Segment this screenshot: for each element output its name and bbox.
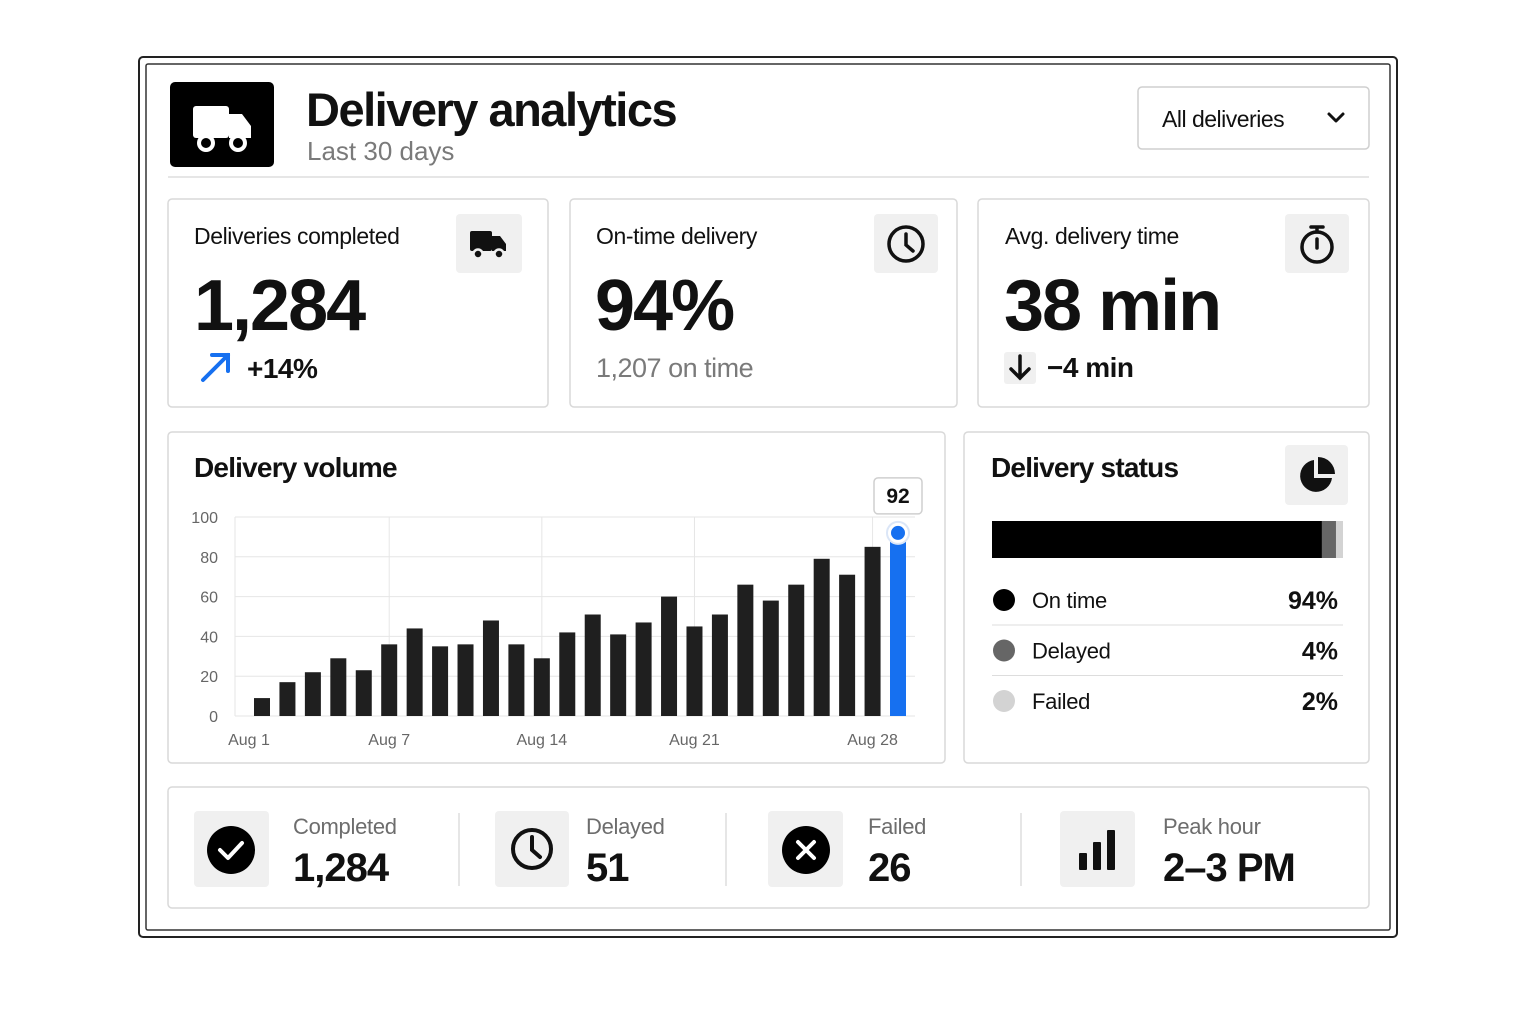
x-mark: [796, 840, 816, 860]
kpi-change: −4 min: [1047, 352, 1133, 383]
y-tick-label: 40: [200, 629, 218, 646]
legend-value: 94%: [1288, 587, 1338, 615]
bar: [406, 628, 423, 716]
kpi-change: +14%: [247, 353, 318, 384]
stat-label: Delayed: [586, 814, 665, 839]
bar: [330, 658, 347, 716]
bar: [508, 644, 525, 716]
clock-icon: [511, 828, 553, 870]
legend-label: Delayed: [1032, 639, 1111, 664]
stat-value: 1,284: [293, 846, 390, 890]
logo-truck: [193, 106, 251, 152]
bar: [839, 574, 856, 716]
status-segment: [992, 521, 1322, 558]
bar: [533, 658, 550, 716]
bar: [762, 600, 779, 716]
highlight-dot: [891, 525, 905, 540]
chart-title: Delivery volume: [194, 452, 397, 483]
bar: [355, 670, 372, 716]
bar: [610, 634, 627, 716]
stat-label: Failed: [868, 814, 926, 839]
bar: [711, 614, 728, 716]
bar: [279, 682, 296, 716]
footer-stats: Completed 1,284 Delayed 51 Failed 26 Peak hour…: [293, 814, 1296, 890]
legend-label: On time: [1032, 588, 1107, 613]
bar: [254, 698, 270, 716]
kpi-label: On-time delivery: [596, 223, 758, 249]
x-tick-label: Aug 28: [847, 732, 898, 749]
bar: [635, 622, 652, 716]
x-tick-label: Aug 7: [368, 732, 410, 749]
pie-icon: [1300, 457, 1335, 492]
kpi-card: [167, 198, 549, 408]
legend-value: 4%: [1302, 638, 1338, 666]
bar: [686, 626, 703, 716]
check-mark: [218, 841, 244, 860]
bar: [457, 644, 474, 716]
y-tick-label: 80: [200, 550, 218, 567]
x-tick-label: Aug 14: [516, 732, 567, 749]
y-tick-label: 60: [200, 590, 218, 607]
legend-dot: [993, 589, 1015, 611]
bar: [559, 632, 576, 716]
bar: [432, 646, 449, 716]
bar: [890, 532, 906, 716]
truck-icon: [470, 231, 506, 260]
stat-value: 2–3 PM: [1163, 846, 1295, 890]
bar: [813, 558, 830, 716]
bars-icon: [1079, 830, 1115, 870]
kpi-note: 1,207 on time: [596, 353, 753, 383]
bar: [584, 614, 601, 716]
kpi-label: Avg. delivery time: [1005, 223, 1179, 249]
legend-dot: [993, 639, 1015, 662]
bar: [788, 584, 805, 716]
y-tick-label: 100: [191, 510, 218, 527]
bar: [864, 546, 881, 716]
stat-value: 51: [586, 846, 629, 890]
clock-icon: [887, 225, 925, 263]
chart-title: Delivery status: [991, 452, 1178, 483]
y-tick-label: 20: [200, 669, 218, 686]
title: Delivery analytics: [306, 83, 676, 136]
down-arrow: [1009, 354, 1031, 381]
subtitle: Last 30 days: [307, 136, 454, 166]
status-chart: On time 94% Delayed 4% Failed 2%: [992, 521, 1343, 716]
check-icon: [207, 826, 255, 874]
kpi-value: 38 min: [1004, 266, 1220, 346]
kpi-card: [977, 198, 1370, 408]
bar: [482, 620, 499, 716]
x-tick-label: Aug 1: [228, 732, 270, 749]
bar: [737, 584, 754, 716]
filter-label[interactable]: All deliveries: [1162, 106, 1285, 132]
stopwatch-icon: [1300, 225, 1334, 264]
volume-chart: 0 20 40 60 80 100 Aug 1 Aug 7 Aug 14 Aug 21 Aug 28…: [191, 477, 923, 749]
kpi-card: [569, 198, 958, 408]
kpi-value: 1,284: [194, 266, 366, 346]
chevron[interactable]: [1327, 112, 1345, 123]
y-tick-label: 0: [209, 709, 218, 726]
data-label: 92: [886, 485, 909, 508]
tooltip: [873, 477, 923, 515]
up-arrow: [201, 353, 230, 382]
stat-label: Peak hour: [1163, 814, 1261, 839]
kpi-label: Deliveries completed: [194, 223, 399, 249]
stat-value: 26: [868, 846, 911, 890]
status-segment: [1321, 521, 1336, 558]
stat-label: Completed: [293, 814, 397, 839]
chart-card: [963, 431, 1370, 764]
icon-box: [1285, 445, 1348, 505]
bar: [381, 644, 398, 716]
legend-label: Failed: [1032, 689, 1090, 714]
status-segment: [1335, 521, 1343, 558]
filter-dropdown[interactable]: [1137, 86, 1370, 150]
legend-dot: [993, 690, 1015, 712]
legend-value: 2%: [1302, 688, 1338, 716]
bar: [661, 596, 678, 716]
x-tick-label: Aug 21: [669, 732, 720, 749]
kpi-value: 94%: [595, 266, 734, 346]
bar: [304, 672, 321, 716]
